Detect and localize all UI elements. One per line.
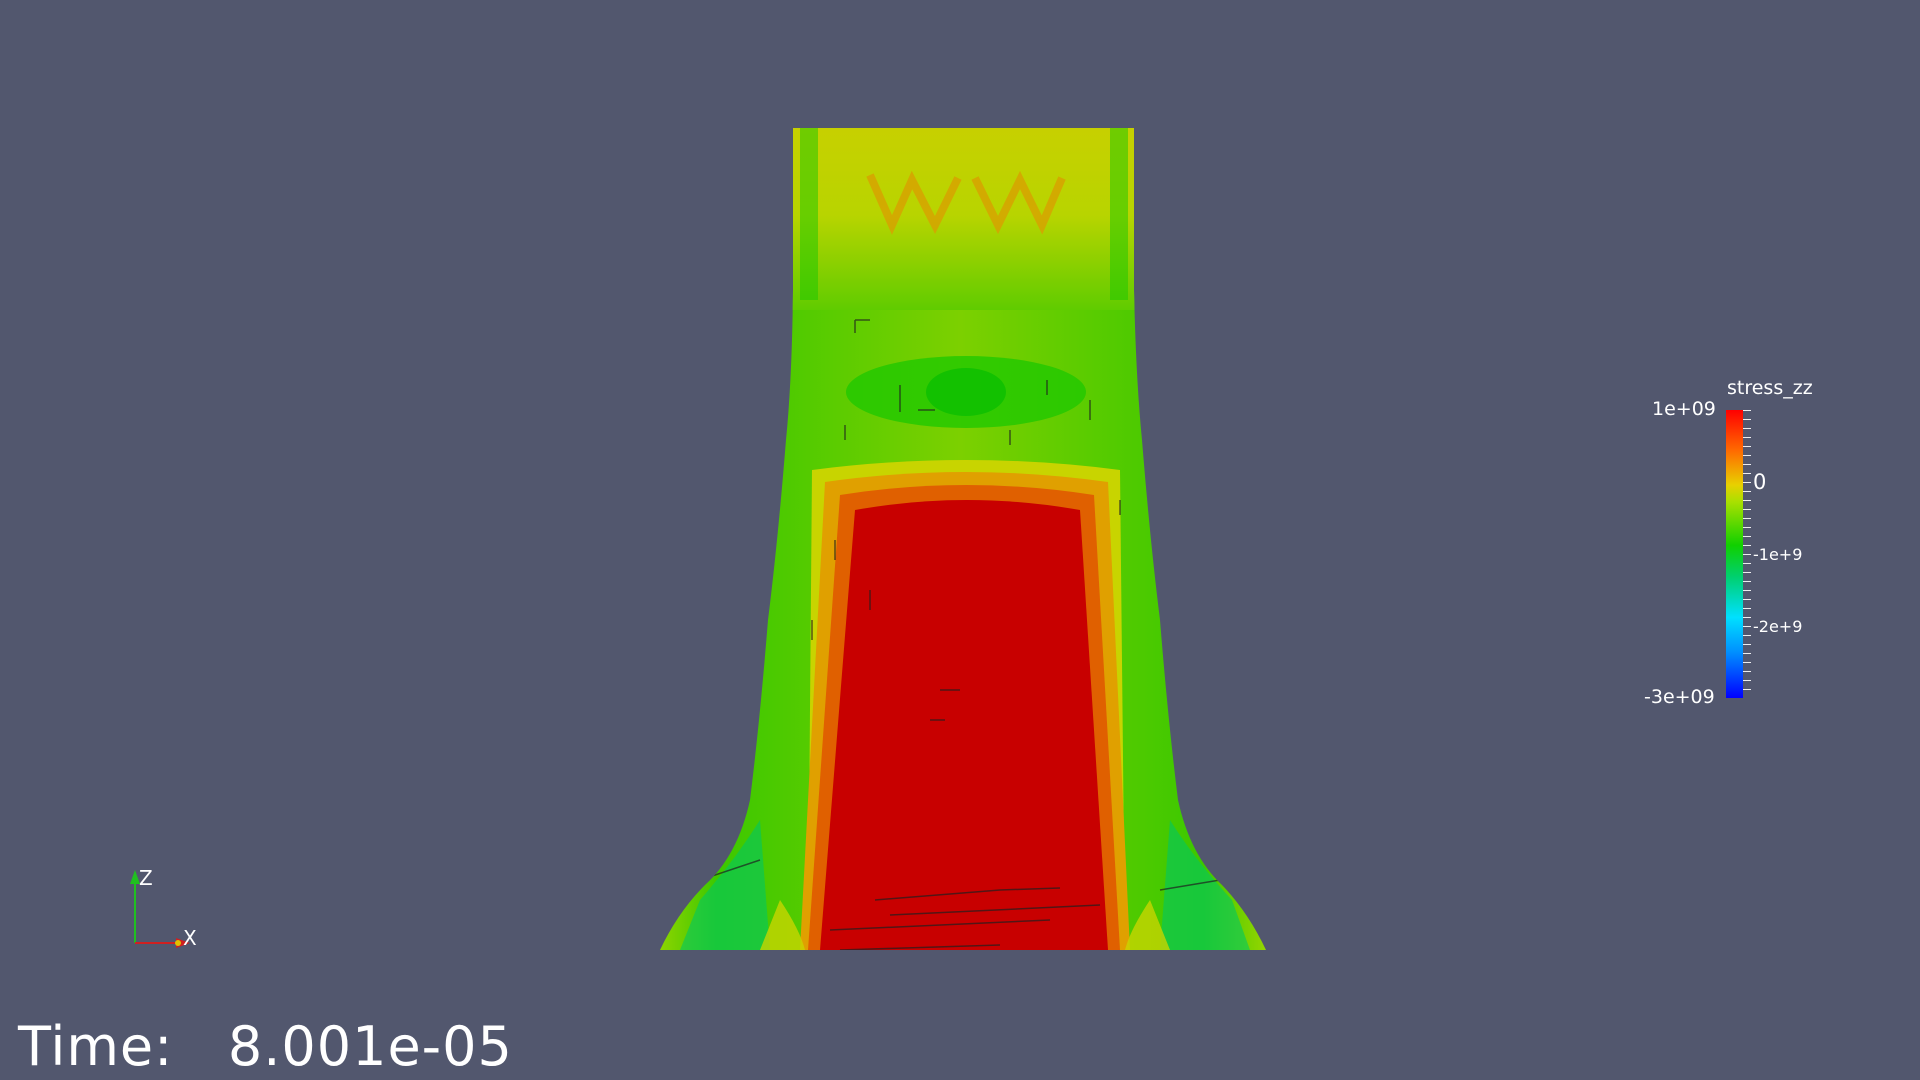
colorbar-tick-2: -2e+9 xyxy=(1753,617,1803,636)
colorbar-gradient xyxy=(1726,410,1743,698)
colorbar-max-label: 1e+09 xyxy=(1652,398,1716,420)
time-value: 8.001e-05 xyxy=(227,1015,513,1078)
axis-z-label: Z xyxy=(139,866,153,890)
colorbar-min-label: -3e+09 xyxy=(1644,686,1715,708)
colorbar-tick-0: 0 xyxy=(1753,470,1767,494)
axis-x-label: X xyxy=(183,926,197,950)
colorbar-tick-1: -1e+9 xyxy=(1753,545,1803,564)
orientation-axes xyxy=(130,870,190,948)
colorbar-title: stress_zz xyxy=(1727,377,1813,399)
time-annotation: Time: 8.001e-05 xyxy=(18,1015,513,1078)
time-label: Time: xyxy=(18,1015,174,1078)
colorbar-ticks xyxy=(1743,410,1751,698)
stress-field-body xyxy=(660,128,1266,950)
